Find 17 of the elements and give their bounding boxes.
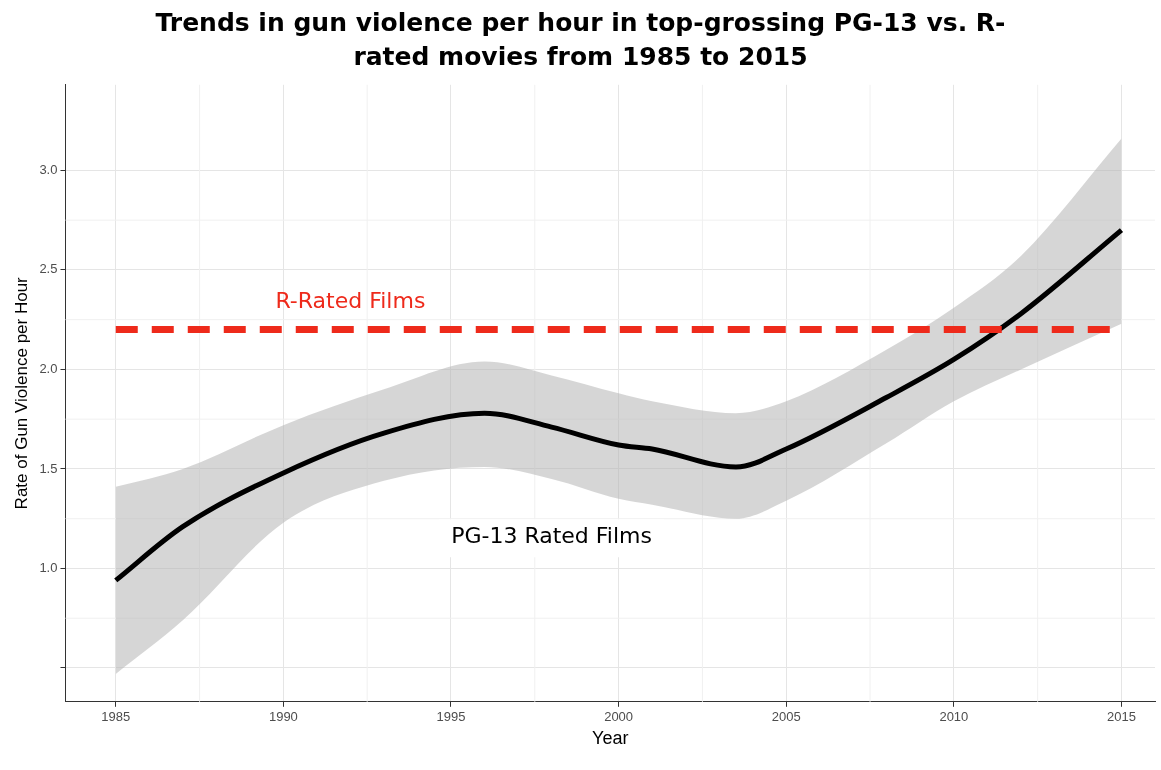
y-tick-label: 1.5 <box>39 460 58 476</box>
x-tick-label: 2000 <box>604 709 634 725</box>
y-tick-label: 2.5 <box>39 261 58 277</box>
y-tick-label: 2.0 <box>39 360 58 376</box>
y-tick-label: 1.0 <box>39 560 58 576</box>
chart-title: Trends in gun violence per hour in top-grossing PG-13 vs. R-rated movies from 1985 to 2015 <box>154 7 1007 73</box>
text: PG-13 Rated Films <box>451 522 652 548</box>
x-tick-label: 2015 <box>1107 709 1136 725</box>
x-tick-label: 2010 <box>939 709 969 725</box>
x-axis-title: Year <box>592 728 629 749</box>
x-tick-label: 1990 <box>268 709 298 725</box>
x-tick-label: 1985 <box>101 709 131 725</box>
y-tick-label: 3.0 <box>39 161 58 177</box>
x-tick-label: 2005 <box>771 709 801 725</box>
y-axis-title: Rate of Gun Violence per Hour <box>11 276 31 510</box>
x-tick-label: 1995 <box>436 709 466 725</box>
ref-line-label: R-Rated Films <box>275 288 426 314</box>
